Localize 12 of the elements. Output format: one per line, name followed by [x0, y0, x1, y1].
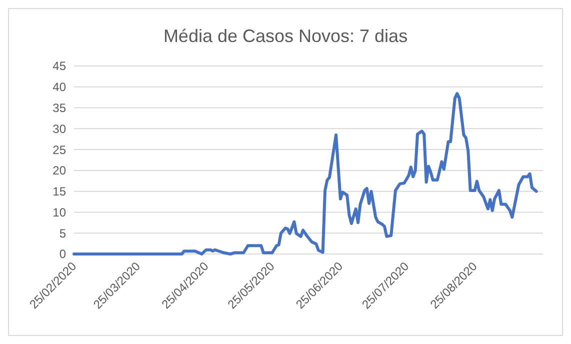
y-tick-label: 0	[59, 247, 66, 262]
y-tick-label: 45	[52, 59, 66, 74]
y-tick-label: 30	[52, 122, 66, 136]
y-tick-label: 5	[59, 226, 66, 240]
y-tick-label: 40	[52, 80, 66, 94]
y-tick-label: 10	[52, 205, 66, 220]
chart-title: Média de Casos Novos: 7 dias	[163, 26, 408, 46]
line-series	[72, 92, 538, 256]
y-tick-label: 25	[52, 142, 66, 157]
y-tick-label: 20	[52, 164, 66, 178]
y-tick-label: 35	[52, 100, 66, 115]
y-tick-label: 15	[52, 184, 66, 199]
